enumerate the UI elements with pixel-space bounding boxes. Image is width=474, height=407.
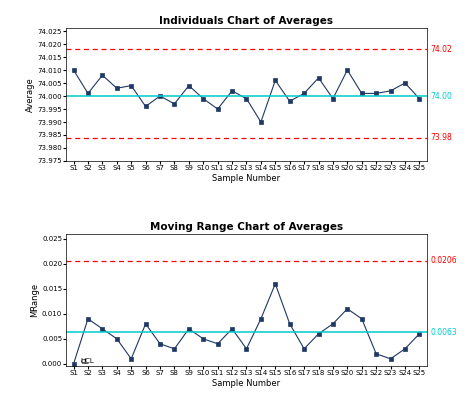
Text: UCL: UCL: [81, 357, 94, 363]
Y-axis label: MRange: MRange: [30, 283, 39, 317]
Text: 0.0063: 0.0063: [430, 328, 457, 337]
Title: Individuals Chart of Averages: Individuals Chart of Averages: [159, 16, 334, 26]
X-axis label: Sample Number: Sample Number: [212, 379, 281, 388]
Text: 73.98: 73.98: [430, 133, 452, 142]
Y-axis label: Average: Average: [26, 77, 35, 112]
Title: Moving Range Chart of Averages: Moving Range Chart of Averages: [150, 222, 343, 232]
Text: 74.00: 74.00: [430, 92, 452, 101]
Text: CL: CL: [81, 359, 90, 365]
Text: 74.02: 74.02: [430, 45, 452, 54]
X-axis label: Sample Number: Sample Number: [212, 174, 281, 183]
Text: 0.0206: 0.0206: [430, 256, 457, 265]
